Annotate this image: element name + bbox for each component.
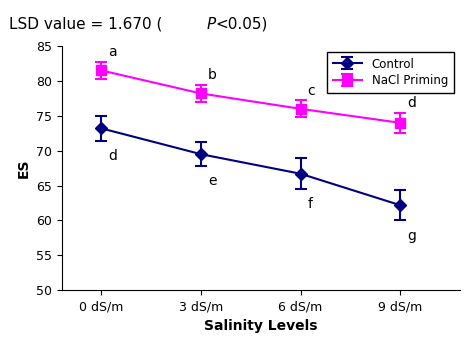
- Text: b: b: [208, 68, 217, 82]
- Text: <0.05): <0.05): [216, 17, 268, 32]
- Text: LSD value = 1.670 (: LSD value = 1.670 (: [9, 17, 163, 32]
- Text: c: c: [308, 84, 315, 98]
- Text: d: d: [109, 149, 117, 163]
- Text: g: g: [407, 229, 416, 243]
- Text: d: d: [407, 96, 416, 110]
- Text: f: f: [308, 198, 312, 211]
- Text: e: e: [208, 175, 217, 188]
- Legend: Control, NaCl Priming: Control, NaCl Priming: [327, 52, 454, 93]
- X-axis label: Salinity Levels: Salinity Levels: [204, 319, 318, 332]
- Text: a: a: [109, 45, 117, 59]
- Y-axis label: ES: ES: [16, 158, 30, 178]
- Text: P: P: [206, 17, 216, 32]
